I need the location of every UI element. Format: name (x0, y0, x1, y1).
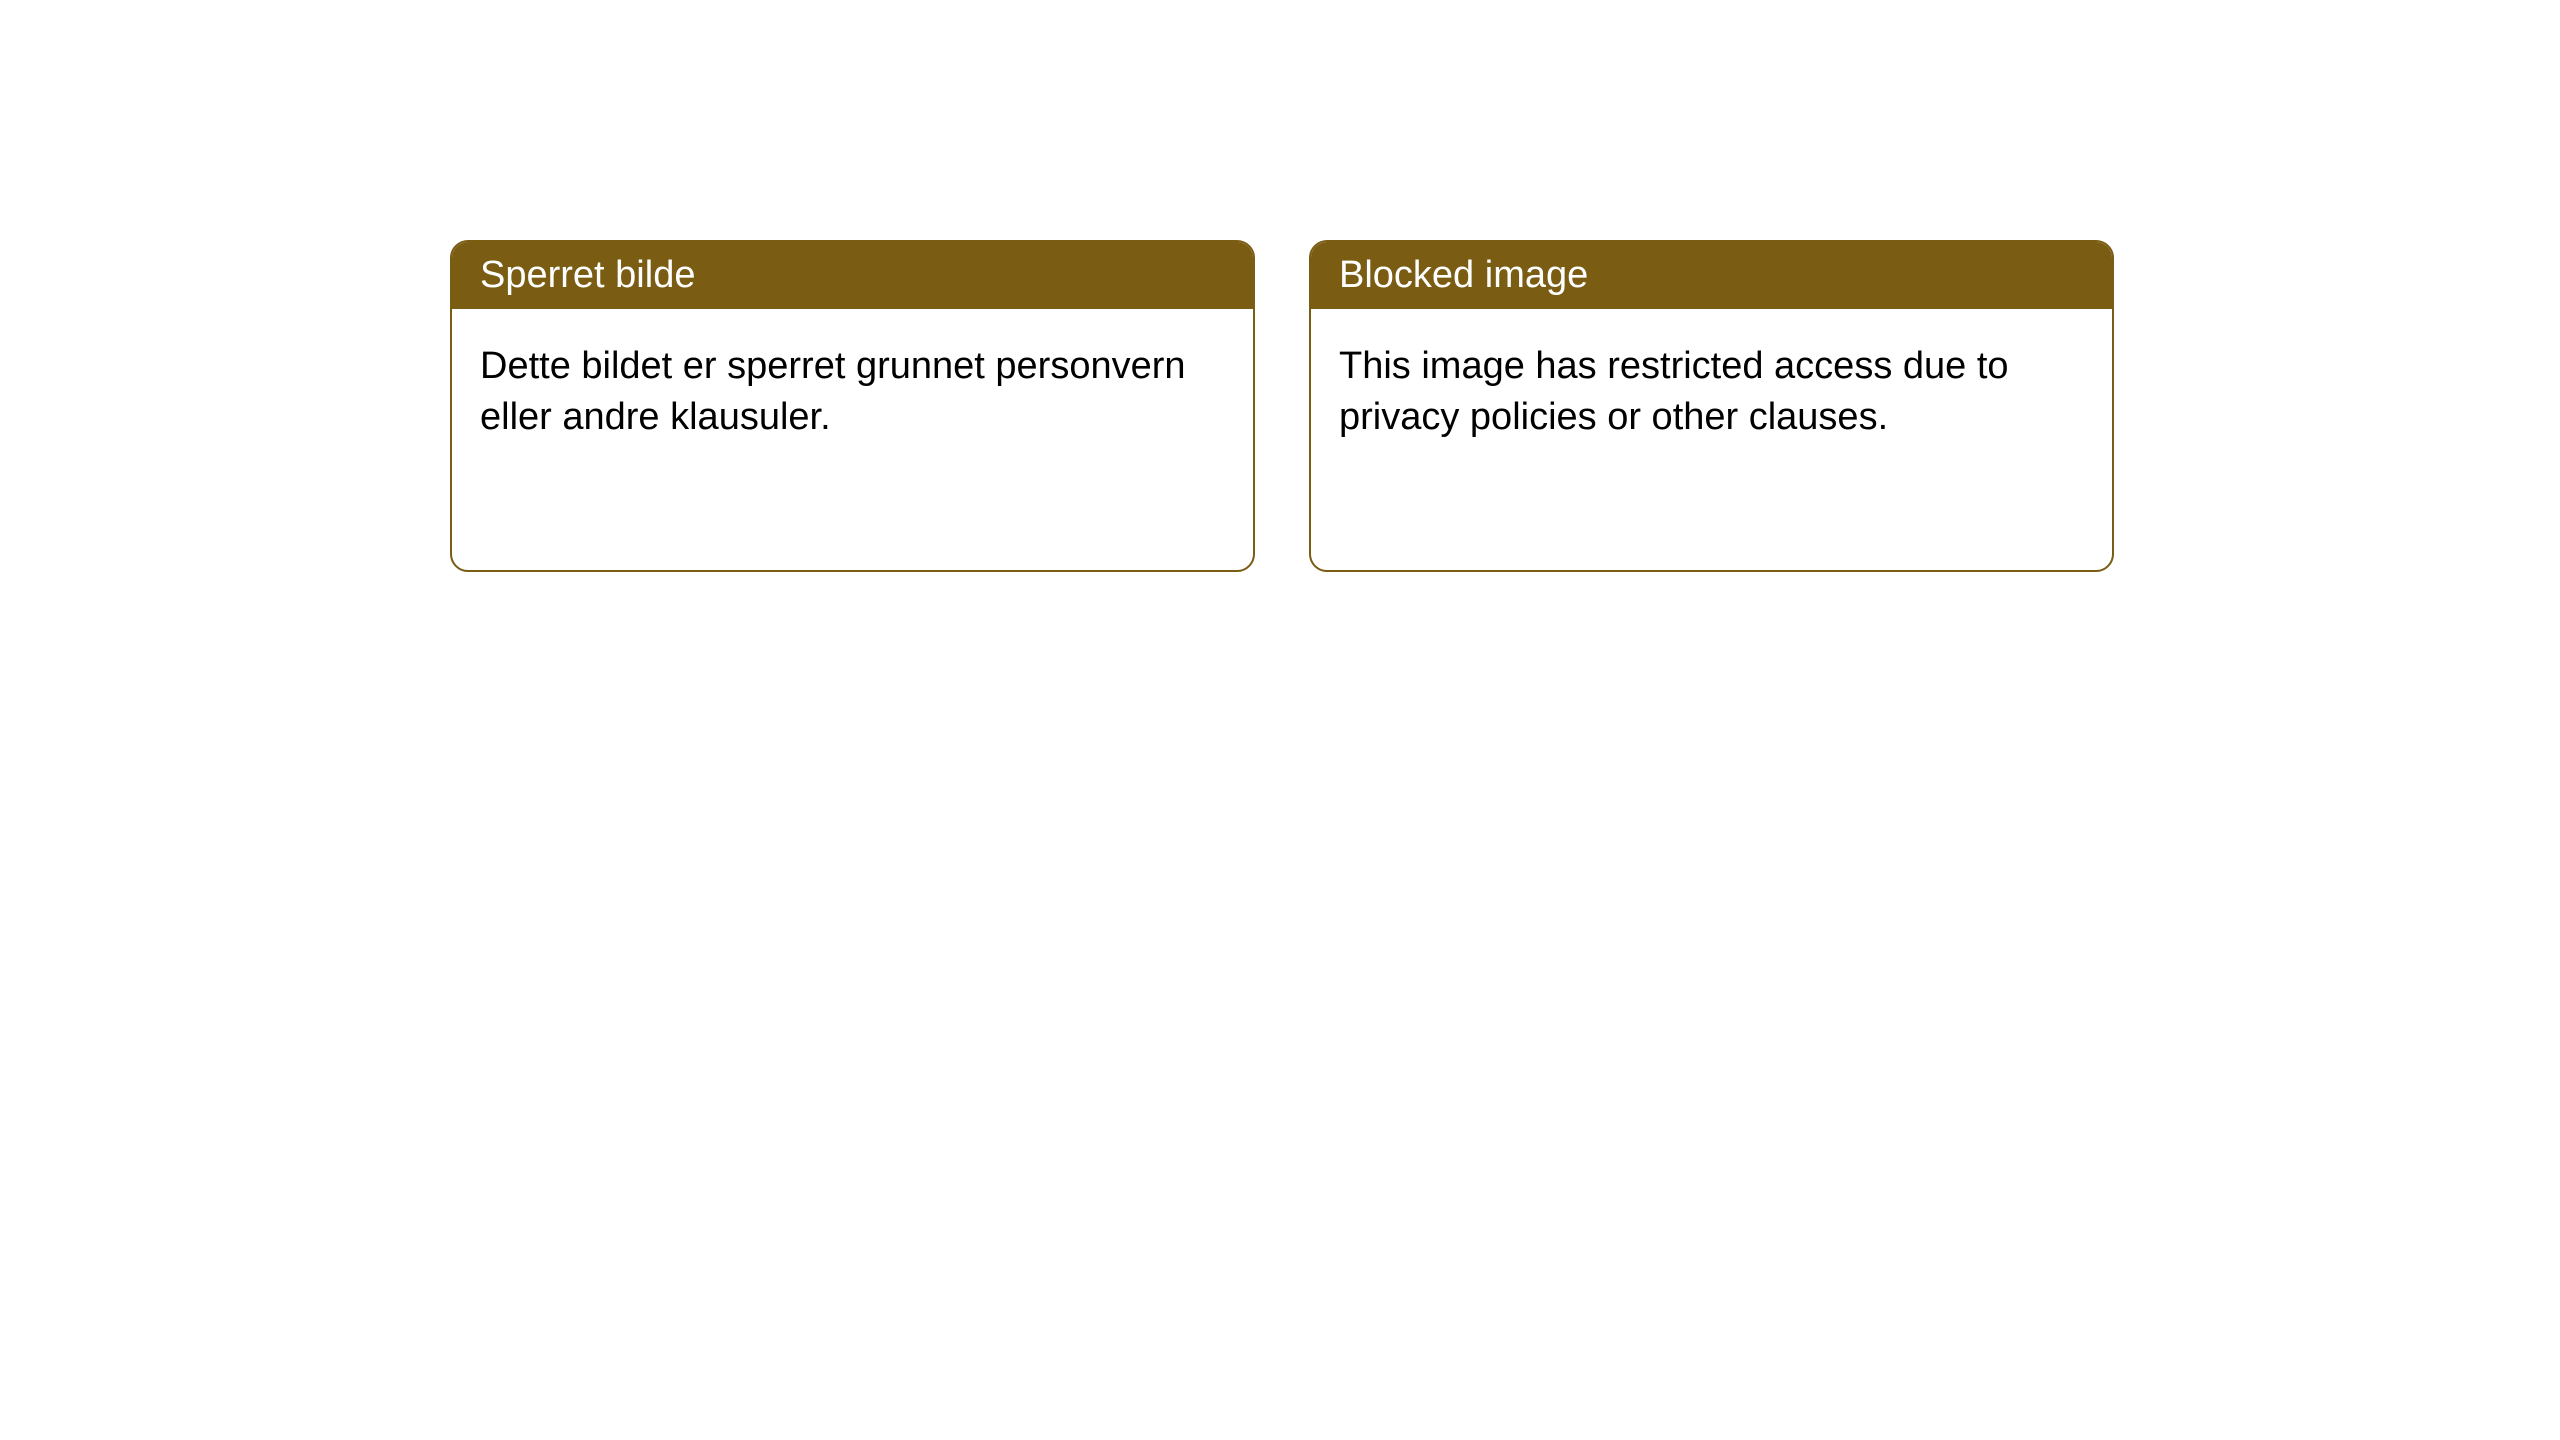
notice-card-header: Sperret bilde (452, 242, 1253, 309)
notice-card-body-text: This image has restricted access due to … (1339, 345, 2009, 438)
notice-card-title: Blocked image (1339, 254, 1588, 296)
notice-card-header: Blocked image (1311, 242, 2112, 309)
notice-card-body: This image has restricted access due to … (1311, 309, 2112, 476)
notice-card-english: Blocked image This image has restricted … (1309, 240, 2114, 572)
notice-cards-container: Sperret bilde Dette bildet er sperret gr… (0, 0, 2560, 572)
notice-card-body: Dette bildet er sperret grunnet personve… (452, 309, 1253, 476)
notice-card-title: Sperret bilde (480, 254, 695, 296)
notice-card-norwegian: Sperret bilde Dette bildet er sperret gr… (450, 240, 1255, 572)
notice-card-body-text: Dette bildet er sperret grunnet personve… (480, 345, 1186, 438)
